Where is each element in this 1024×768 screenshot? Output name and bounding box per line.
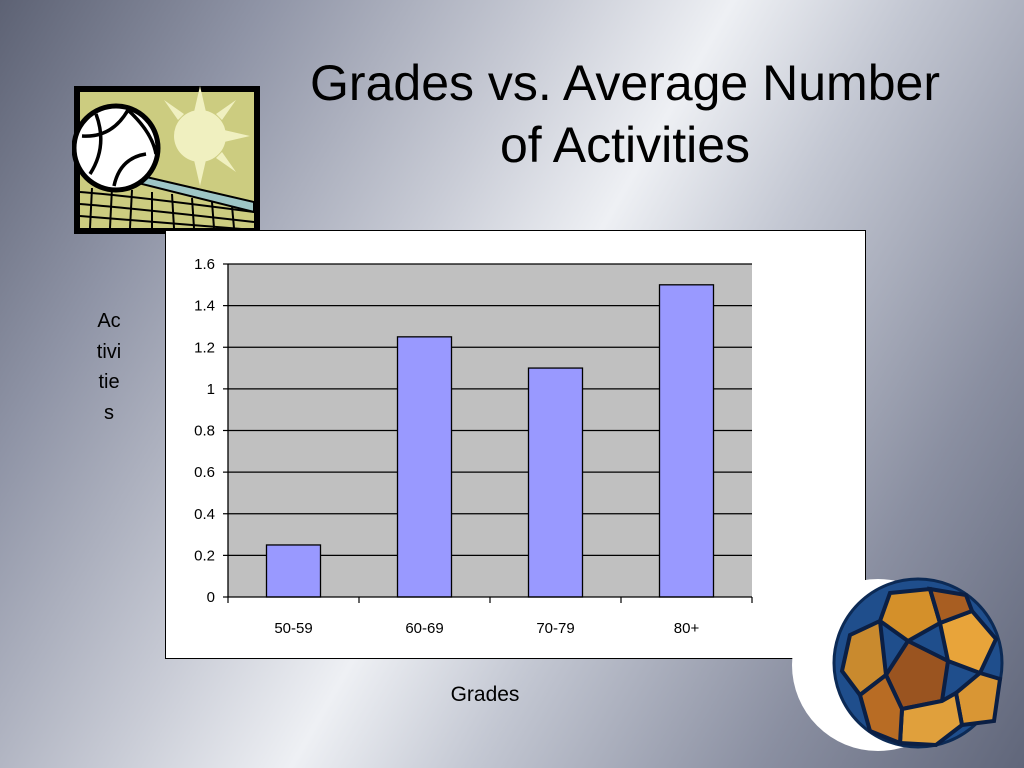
bar-60-69: [396, 336, 453, 598]
y-tick-label: 0.8: [194, 423, 215, 440]
y-tick-label: 0.4: [194, 506, 215, 523]
x-tick-label: 60-69: [405, 620, 443, 637]
y-tick-label: 1.4: [194, 298, 215, 315]
chart-frame: 0 0.2 0.4 0.6 0.8 1 1.2 1.4 1.6 50-59 60-69 70-79 80…: [165, 230, 866, 659]
x-tick-label: 70-79: [536, 620, 574, 637]
y-tick-label: 1.2: [194, 339, 215, 356]
soccer-ball-icon: [792, 577, 1004, 751]
bar-70-79: [527, 367, 584, 598]
y-tick-label: 1.6: [194, 256, 215, 273]
x-tick-label: 80+: [674, 620, 700, 637]
bar-80+: [658, 284, 715, 598]
slide-title: Grades vs. Average Number of Activities: [255, 52, 995, 176]
y-tick-label: 0.6: [194, 464, 215, 481]
y-tick-label: 0: [207, 589, 215, 606]
volleyball-net-sun-icon: [72, 86, 260, 234]
slide-title-line-2: of Activities: [499, 117, 751, 173]
slide-title-line-1: Grades vs. Average Number: [310, 55, 940, 111]
y-axis-label: Activities: [96, 310, 122, 424]
x-axis-label: Grades: [450, 683, 520, 706]
bar-50-59: [265, 544, 322, 598]
y-tick-label: 0.2: [194, 547, 215, 564]
x-tick-label: 50-59: [274, 620, 312, 637]
y-tick-label: 1: [207, 381, 215, 398]
bar-chart: 0 0.2 0.4 0.6 0.8 1 1.2 1.4 1.6 50-59 60-69 70-79 80…: [194, 256, 753, 637]
